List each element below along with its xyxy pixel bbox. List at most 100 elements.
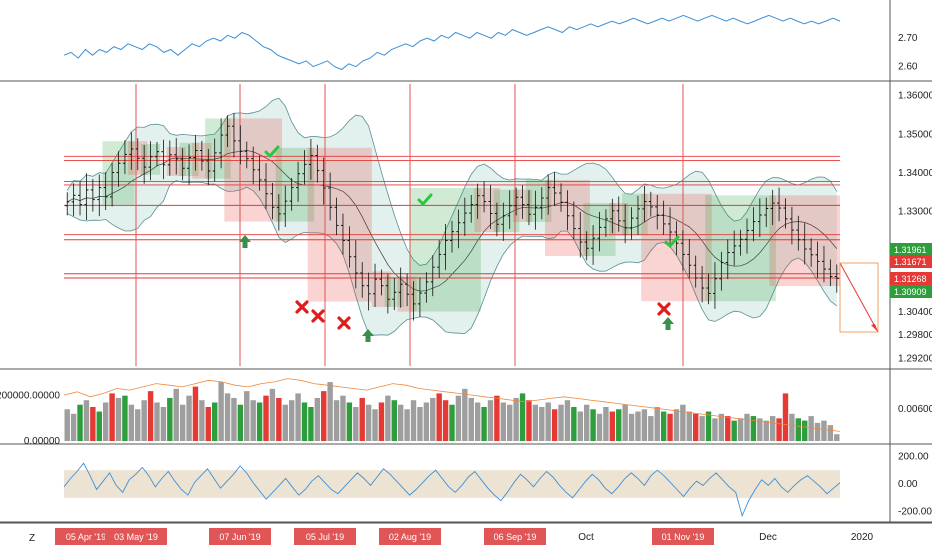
volume-bar [487,400,494,441]
volume-bar [231,397,237,441]
volume-bar [77,404,83,441]
price-ytick: 1.29200 [898,353,932,364]
price-tag-label: 1.31671 [894,257,927,267]
volume-bar [365,404,372,441]
volume-bar [789,413,795,441]
sell-cross-icon [295,300,309,314]
date-tag-bg [209,528,271,545]
price-tag-bg [890,272,932,285]
volume-ytick: 0.00000 [24,436,61,447]
volume-bar [340,395,346,441]
volume-bar [173,388,179,441]
volume-bar [802,420,808,441]
volume-bar [404,409,410,441]
price-tag-bg [890,255,932,268]
volume-bar [519,393,526,441]
volume-bar [455,395,462,441]
volume-bar [660,411,667,441]
volume-bar [90,407,96,441]
volume-bar [436,393,442,441]
volume-bar [147,391,154,441]
volume-bar [224,393,231,441]
volume-bar [385,395,391,441]
volume-bar [205,407,212,441]
date-tag-bg [55,528,117,545]
timezone-label: Z [29,533,35,544]
buy-arrow-icon [662,317,674,330]
volume-bar [301,402,308,441]
volume-bar [609,411,616,441]
volume-bar [513,397,519,441]
volume-bar [526,400,532,441]
volume-bar [378,402,385,441]
volume-bar [109,393,115,441]
volume-bar [725,416,731,441]
volume-bar [327,382,333,441]
volume-bar [430,397,436,441]
volume-bar [737,418,744,441]
date-tag-bg [105,528,167,545]
volume-bar [96,411,102,441]
volume-bar [122,395,128,441]
volume-bar [295,393,301,441]
volume-bar [583,404,590,441]
trend-box [307,147,372,302]
volume-bar [282,404,288,441]
price-ytick: 1.35000 [898,129,932,140]
volume-bar [616,409,622,441]
volume-bar [474,402,481,441]
trend-box [205,118,231,179]
volume-bar [731,420,737,441]
oscillator-ytick: -200.00 [898,507,932,518]
volume-bar [154,402,160,441]
volume-bar [276,397,282,441]
volume-bar [372,409,378,441]
volume-bar [417,407,423,441]
price-ytick: 1.30400 [898,307,932,318]
volume-bar [135,409,141,441]
volume-bar [141,400,147,441]
volume-bar [795,418,802,441]
sell-cross-icon [337,316,351,330]
price-ytick: 1.29800 [898,330,932,341]
volume-bar [667,413,673,441]
volume-bar [115,397,122,441]
check-icon [264,145,280,159]
volume-bar [83,400,90,441]
volume-bar [635,411,641,441]
volume-bar [468,397,474,441]
date-tag-bg [484,528,546,545]
volume-bar [750,416,757,441]
volume-bar [577,411,583,441]
volume-bar [628,413,635,441]
volume-bar [70,413,77,441]
x-axis-label: Dec [759,532,777,543]
volume-bar [539,407,545,441]
price-ytick: 1.33000 [898,207,932,218]
date-tag-label: 07 Jun '19 [219,532,260,542]
volume-bar [757,418,763,441]
price-tag-label: 1.31268 [894,274,927,284]
sell-cross-icon [311,309,325,323]
volume-bar [359,397,365,441]
volume-bar [769,416,776,441]
date-tag-label: 01 Nov '19 [662,532,705,542]
volume-bar [680,404,686,441]
volume-bar [410,400,417,441]
x-axis-label: 2020 [851,532,874,543]
volume-bar [705,411,712,441]
volume-bar [500,402,507,441]
volume-bar [545,402,551,441]
price-tag-label: 1.31961 [894,245,927,255]
projection-arrow-icon [871,324,878,332]
comparison-line [63,14,841,71]
buy-arrow-icon [239,235,251,248]
volume-bar [353,407,359,441]
volume-bar [102,402,109,441]
volume-bar [808,416,814,441]
check-icon [417,193,433,207]
date-tag-bg [379,528,441,545]
volume-bar [622,404,628,441]
volume-bar [718,413,725,441]
